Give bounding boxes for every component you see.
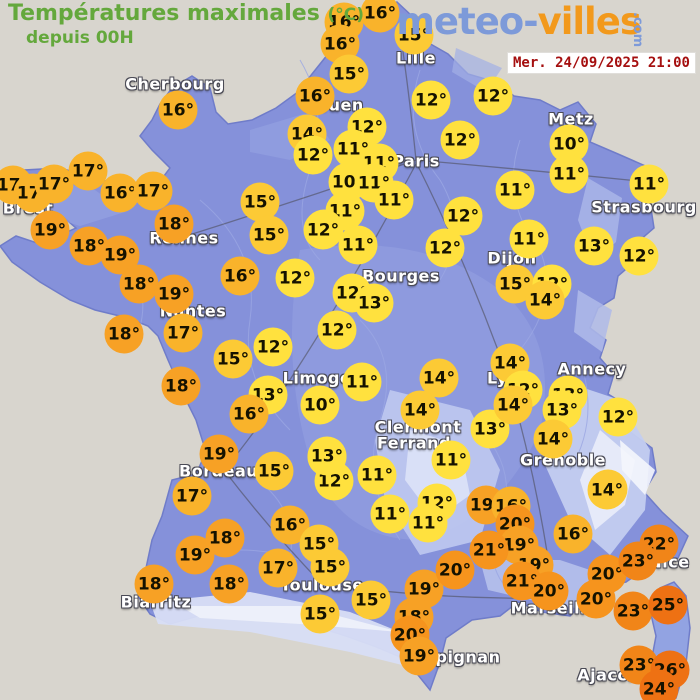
temp-bubble: 12°	[473, 76, 513, 116]
temp-bubble: 11°	[509, 219, 549, 259]
temp-bubble: 17°	[133, 171, 173, 211]
temp-bubble: 19°	[399, 636, 439, 676]
temp-bubble: 16°	[229, 394, 269, 434]
logo-com-suffix: .com	[629, 12, 645, 48]
temp-bubble: 13°	[354, 283, 394, 323]
temp-bubble: 16°	[220, 256, 260, 296]
temp-bubble: 14°	[400, 390, 440, 430]
temp-bubble: 12°	[598, 397, 638, 437]
city-label-cherbourg: Cherbourg	[125, 74, 225, 94]
temp-bubble: 17°	[34, 164, 74, 204]
temp-bubble: 11°	[431, 440, 471, 480]
temp-bubble: 12°	[411, 80, 451, 120]
city-label-strasbourg: Strasbourg	[591, 197, 697, 217]
logo-part-blue: meteo-	[396, 0, 538, 43]
temp-bubble: 15°	[240, 182, 280, 222]
temp-bubble: 19°	[154, 274, 194, 314]
logo-part-orange: villes	[537, 0, 642, 43]
temp-bubble: 14°	[525, 280, 565, 320]
temp-bubble: 14°	[533, 419, 573, 459]
temp-bubble: 16°	[100, 173, 140, 213]
temp-bubble: 15°	[310, 547, 350, 587]
temp-bubble: 20°	[529, 571, 569, 611]
temp-bubble: 11°	[370, 494, 410, 534]
temp-bubble: 11°	[495, 170, 535, 210]
page-title-text: Températures maximales	[8, 1, 320, 26]
temp-bubble: 20°	[576, 579, 616, 619]
temp-bubble: 19°	[30, 210, 70, 250]
temp-bubble: 12°	[275, 258, 315, 298]
temp-bubble: 12°	[303, 210, 343, 250]
timestamp-badge: Mer. 24/09/2025 21:00	[506, 52, 696, 74]
temp-bubble: 17°	[163, 313, 203, 353]
meteo-villes-logo[interactable]: meteo-villes .com	[396, 0, 678, 47]
temp-bubble: 18°	[134, 564, 174, 604]
temp-bubble: 15°	[351, 580, 391, 620]
temp-bubble: 16°	[553, 514, 593, 554]
temp-bubble: 11°	[629, 164, 669, 204]
temp-bubble: 18°	[161, 366, 201, 406]
page-title-unit: (°C)	[327, 5, 365, 25]
temp-bubble: 11°	[549, 154, 589, 194]
temp-bubble: 12°	[425, 228, 465, 268]
city-label-annecy: Annecy	[557, 359, 627, 379]
temp-bubble: 11°	[408, 503, 448, 543]
temp-bubble: 20°	[435, 550, 475, 590]
temp-bubble: 11°	[338, 225, 378, 265]
temp-bubble: 25°	[648, 585, 688, 625]
temp-bubble: 15°	[249, 215, 289, 255]
temp-bubble: 13°	[574, 226, 614, 266]
temp-bubble: 18°	[119, 264, 159, 304]
temp-bubble: 15°	[254, 451, 294, 491]
temp-bubble: 19°	[175, 535, 215, 575]
temp-bubble: 11°	[342, 362, 382, 402]
temp-bubble: 12°	[317, 310, 357, 350]
city-label-paris: Paris	[392, 151, 440, 171]
temp-bubble: 10°	[300, 385, 340, 425]
temp-bubble: 24°	[639, 669, 679, 700]
city-label-lille: Lille	[396, 48, 436, 68]
temp-bubble: 15°	[300, 594, 340, 634]
temp-bubble: 16°	[360, 0, 400, 33]
temp-bubble: 15°	[394, 15, 434, 55]
temp-bubble: 11°	[374, 180, 414, 220]
temp-bubble: 12°	[440, 120, 480, 160]
city-label-metz: Metz	[548, 109, 594, 129]
page-subtitle: depuis 00H	[26, 28, 134, 49]
temp-bubble: 11°	[357, 455, 397, 495]
temp-bubble: 16°	[295, 76, 335, 116]
temp-bubble: 15°	[213, 339, 253, 379]
temp-bubble: 23°	[618, 541, 658, 581]
temp-bubble: 17°	[68, 151, 108, 191]
temp-bubble: 17°	[258, 548, 298, 588]
temp-bubble: 18°	[104, 314, 144, 354]
temp-bubble: 18°	[209, 564, 249, 604]
temp-bubble: 15°	[329, 54, 369, 94]
temp-bubble: 21°	[469, 530, 509, 570]
temp-bubble: 12°	[443, 196, 483, 236]
city-label-limoges: Limoges	[282, 368, 362, 388]
temp-bubble: 18°	[154, 204, 194, 244]
city-label-bourges: Bourges	[362, 266, 440, 286]
temp-bubble: 16°	[270, 505, 310, 545]
temp-bubble: 13°	[307, 436, 347, 476]
page-title: Températures maximales (°C)	[8, 1, 365, 26]
temp-bubble: 14°	[493, 385, 533, 425]
temp-bubble: 17°	[172, 476, 212, 516]
temp-bubble: 12°	[293, 135, 333, 175]
temp-bubble: 12°	[253, 327, 293, 367]
temp-bubble: 14°	[587, 470, 627, 510]
temp-bubble: 23°	[613, 591, 653, 631]
header: Températures maximales (°C) depuis 00H	[8, 1, 365, 49]
temp-bubble: 19°	[199, 434, 239, 474]
temp-bubble: 16°	[158, 90, 198, 130]
temp-bubble: 12°	[619, 236, 659, 276]
city-label-ferrand: Ferrand	[376, 433, 452, 453]
